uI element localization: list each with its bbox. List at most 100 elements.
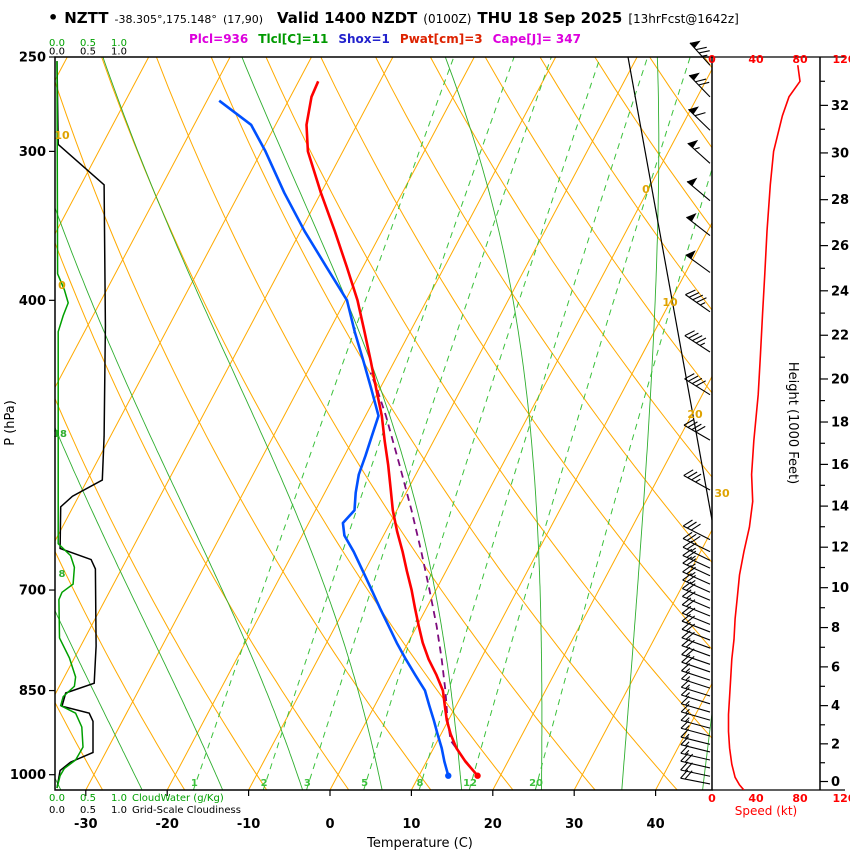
svg-text:28: 28 <box>831 193 849 208</box>
svg-text:0: 0 <box>325 817 334 832</box>
station-bullet: • <box>48 8 59 27</box>
surface-temp-marker <box>474 772 481 779</box>
svg-text:24: 24 <box>831 284 849 299</box>
station-id: NZTT <box>64 9 109 27</box>
forecast-tag: [13hrFcst@1642z] <box>628 12 739 26</box>
svg-text:0.5: 0.5 <box>80 793 96 804</box>
svg-text:10: 10 <box>662 296 678 309</box>
svg-text:20: 20 <box>484 817 502 832</box>
svg-text:0.0: 0.0 <box>49 793 65 804</box>
svg-text:120: 120 <box>833 792 850 805</box>
header: • NZTT -38.305°,175.148° (17,90) Valid 1… <box>48 8 848 27</box>
sounding-curves <box>218 80 481 779</box>
clip-line <box>627 56 713 521</box>
svg-text:0.0: 0.0 <box>49 47 65 58</box>
svg-text:-10: -10 <box>237 817 261 832</box>
svg-text:18: 18 <box>53 429 67 440</box>
svg-text:Speed (kt): Speed (kt) <box>735 804 797 818</box>
svg-text:1: 1 <box>191 778 198 789</box>
plot-frame <box>54 56 845 791</box>
svg-text:0: 0 <box>708 792 716 805</box>
svg-text:80: 80 <box>792 792 808 805</box>
svg-text:P (hPa): P (hPa) <box>3 400 18 446</box>
temperature-curve <box>305 80 479 777</box>
svg-text:32: 32 <box>831 99 849 114</box>
svg-text:2: 2 <box>831 737 840 752</box>
indices-line: Plcl=936 Tlcl[C]=11 Shox=1 Pwat[cm]=3 Cape[J… <box>55 32 715 46</box>
svg-text:40: 40 <box>748 792 764 805</box>
speed-curve <box>727 65 801 790</box>
svg-text:250: 250 <box>19 51 46 66</box>
svg-text:1.0: 1.0 <box>111 38 127 49</box>
cloudiness-curve <box>56 61 107 789</box>
svg-text:Grid-Scale Cloudiness: Grid-Scale Cloudiness <box>132 805 241 816</box>
svg-text:700: 700 <box>19 584 46 599</box>
index-capej: Cape[J]= 347 <box>492 32 581 46</box>
svg-text:30: 30 <box>831 146 849 161</box>
scale-rows: 0.00.00.00.00.50.50.50.51.01.01.01.0Clou… <box>49 38 241 816</box>
svg-text:1.0: 1.0 <box>111 47 127 58</box>
svg-text:Height (1000 Feet): Height (1000 Feet) <box>785 362 800 484</box>
cloud-profiles <box>56 61 107 789</box>
valid-utc: (0100Z) <box>423 12 472 26</box>
svg-text:0.0: 0.0 <box>49 38 65 49</box>
svg-text:1000: 1000 <box>10 768 46 783</box>
svg-text:4: 4 <box>831 699 840 714</box>
svg-text:3: 3 <box>304 778 311 789</box>
svg-text:80: 80 <box>792 53 808 66</box>
svg-text:30: 30 <box>714 487 730 500</box>
svg-text:2: 2 <box>261 778 268 789</box>
svg-text:10: 10 <box>831 581 849 596</box>
svg-text:12: 12 <box>831 541 849 556</box>
svg-text:20: 20 <box>831 372 849 387</box>
svg-text:20: 20 <box>687 408 703 421</box>
svg-text:12: 12 <box>463 778 477 789</box>
svg-text:0.5: 0.5 <box>80 805 96 816</box>
surface-obs: (17,90) <box>222 13 264 26</box>
svg-text:Temperature (C): Temperature (C) <box>366 836 473 851</box>
valid-time: Valid 1400 NZDT <box>277 9 418 27</box>
svg-text:1.0: 1.0 <box>111 793 127 804</box>
wind-barbs <box>680 40 711 785</box>
station-coords: -38.305°,175.148° <box>114 13 217 26</box>
svg-text:CloudWater (g/Kg): CloudWater (g/Kg) <box>132 793 224 804</box>
svg-text:8: 8 <box>831 621 840 636</box>
parcel-curve <box>369 372 479 777</box>
svg-text:0.5: 0.5 <box>80 47 96 58</box>
svg-text:10: 10 <box>54 129 70 142</box>
svg-text:-20: -20 <box>155 817 179 832</box>
svg-text:400: 400 <box>19 294 46 309</box>
svg-text:850: 850 <box>19 684 46 699</box>
index-pwatcm: Pwat[cm]=3 <box>399 32 483 46</box>
index-tlclc: Tlcl[C]=11 <box>258 32 329 46</box>
svg-text:18: 18 <box>831 416 849 431</box>
svg-text:5: 5 <box>361 778 368 789</box>
svg-text:120: 120 <box>833 53 850 66</box>
svg-text:10: 10 <box>402 817 420 832</box>
svg-text:8: 8 <box>417 778 424 789</box>
svg-text:-30: -30 <box>74 817 98 832</box>
speed-panel: 0040408080120120Speed (kt) <box>708 53 850 818</box>
cloudwater-curve <box>56 61 84 789</box>
index-shox: Shox=1 <box>338 32 390 46</box>
valid-date: THU 18 Sep 2025 <box>477 9 623 27</box>
svg-text:0: 0 <box>708 53 716 66</box>
dewpoint-curve <box>218 99 450 777</box>
skewt-grid <box>55 57 712 790</box>
surface-dewpoint-marker <box>445 772 452 779</box>
svg-text:14: 14 <box>831 500 849 515</box>
svg-text:1.0: 1.0 <box>111 805 127 816</box>
svg-text:22: 22 <box>831 329 849 344</box>
svg-text:40: 40 <box>647 817 665 832</box>
svg-text:0: 0 <box>58 279 66 292</box>
svg-text:0.5: 0.5 <box>80 38 96 49</box>
svg-text:300: 300 <box>19 145 46 160</box>
svg-text:6: 6 <box>831 660 840 675</box>
svg-text:0.0: 0.0 <box>49 805 65 816</box>
svg-text:30: 30 <box>565 817 583 832</box>
